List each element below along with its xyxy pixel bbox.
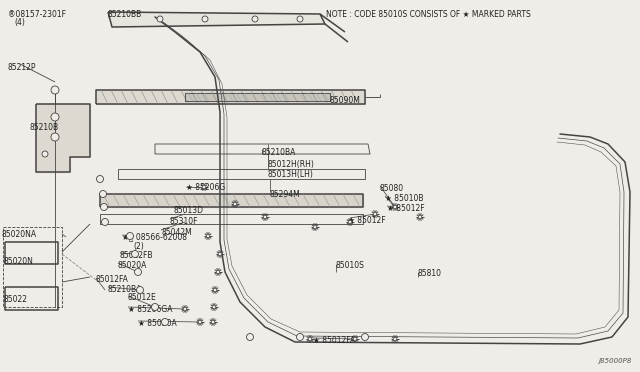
Text: 85294M: 85294M xyxy=(270,189,301,199)
Circle shape xyxy=(134,269,141,276)
Text: (2): (2) xyxy=(133,241,144,250)
Polygon shape xyxy=(100,194,363,207)
Circle shape xyxy=(152,304,159,311)
Text: 85012FA: 85012FA xyxy=(96,276,129,285)
Circle shape xyxy=(51,86,59,94)
Text: 85210BA: 85210BA xyxy=(262,148,296,157)
Text: 85310F: 85310F xyxy=(170,217,198,225)
Text: ★ 85012F: ★ 85012F xyxy=(348,215,386,224)
Circle shape xyxy=(42,151,48,157)
Polygon shape xyxy=(108,12,325,27)
Circle shape xyxy=(99,190,106,198)
Circle shape xyxy=(246,334,253,340)
Circle shape xyxy=(373,212,377,216)
Text: ★ 85206G: ★ 85206G xyxy=(186,183,225,192)
Circle shape xyxy=(263,215,267,219)
Circle shape xyxy=(202,16,208,22)
Circle shape xyxy=(127,232,134,240)
Circle shape xyxy=(157,16,163,22)
Text: ★ 85206GA: ★ 85206GA xyxy=(128,305,173,314)
Circle shape xyxy=(198,320,202,324)
Text: ®08157-2301F: ®08157-2301F xyxy=(8,10,66,19)
Circle shape xyxy=(348,220,352,224)
Text: 85210B: 85210B xyxy=(30,122,59,131)
Circle shape xyxy=(213,288,217,292)
Text: 85013H(LH): 85013H(LH) xyxy=(268,170,314,179)
Circle shape xyxy=(206,234,210,238)
Text: 85012E: 85012E xyxy=(128,294,157,302)
Circle shape xyxy=(393,205,397,209)
Text: NOTE : CODE 85010S CONSISTS OF ★ MARKED PARTS: NOTE : CODE 85010S CONSISTS OF ★ MARKED … xyxy=(326,10,531,19)
Circle shape xyxy=(216,270,220,274)
Circle shape xyxy=(218,252,222,256)
Circle shape xyxy=(102,218,109,225)
Text: 85210BB: 85210BB xyxy=(108,10,142,19)
Circle shape xyxy=(313,225,317,229)
Circle shape xyxy=(362,334,369,340)
Polygon shape xyxy=(36,104,90,172)
Circle shape xyxy=(202,185,206,189)
Text: 85080: 85080 xyxy=(380,183,404,192)
Text: 85020N: 85020N xyxy=(3,257,33,266)
Text: ★Ⓢ 08566-62008: ★Ⓢ 08566-62008 xyxy=(122,232,187,241)
Text: 85020A: 85020A xyxy=(118,260,147,269)
Circle shape xyxy=(97,176,104,183)
Text: (4): (4) xyxy=(14,17,25,26)
Circle shape xyxy=(212,305,216,309)
Text: ★ 85012F: ★ 85012F xyxy=(387,203,424,212)
Text: 85010S: 85010S xyxy=(336,262,365,270)
Text: 85012FB: 85012FB xyxy=(120,250,154,260)
Circle shape xyxy=(100,203,108,211)
Circle shape xyxy=(252,16,258,22)
Circle shape xyxy=(308,337,312,341)
Circle shape xyxy=(418,215,422,219)
Circle shape xyxy=(211,320,215,324)
Circle shape xyxy=(136,286,143,294)
Text: 85210BA: 85210BA xyxy=(108,285,142,294)
Text: ★ 85012FA: ★ 85012FA xyxy=(313,336,355,344)
Circle shape xyxy=(296,334,303,340)
Polygon shape xyxy=(96,90,365,104)
Text: 85020NA: 85020NA xyxy=(2,230,37,238)
Circle shape xyxy=(233,202,237,206)
Text: 85212P: 85212P xyxy=(8,62,36,71)
Text: J85000P8: J85000P8 xyxy=(598,358,632,364)
Text: 85012H(RH): 85012H(RH) xyxy=(268,160,315,169)
Polygon shape xyxy=(185,93,330,101)
Text: 85022: 85022 xyxy=(3,295,27,305)
Text: ★ 85010B: ★ 85010B xyxy=(385,193,424,202)
Circle shape xyxy=(297,16,303,22)
Text: 85090M: 85090M xyxy=(330,96,361,105)
Text: ★ 85050A: ★ 85050A xyxy=(138,318,177,327)
Text: 85042M: 85042M xyxy=(161,228,192,237)
Circle shape xyxy=(183,307,187,311)
Circle shape xyxy=(393,337,397,341)
Circle shape xyxy=(51,133,59,141)
Text: 85810: 85810 xyxy=(418,269,442,279)
Circle shape xyxy=(161,318,168,326)
Circle shape xyxy=(131,250,138,257)
Circle shape xyxy=(353,337,357,341)
Circle shape xyxy=(51,113,59,121)
Text: 85013D: 85013D xyxy=(174,205,204,215)
